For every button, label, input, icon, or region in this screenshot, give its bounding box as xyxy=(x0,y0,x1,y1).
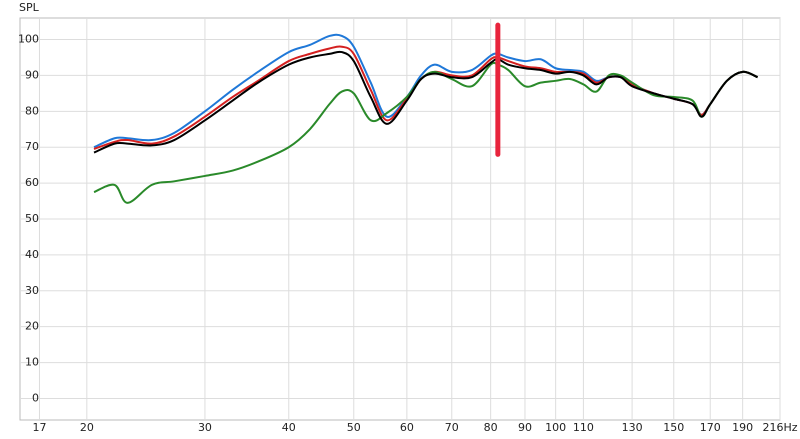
y-tick-label: 10 xyxy=(25,356,39,369)
y-tick-label: 100 xyxy=(18,33,39,46)
x-tick-label: 110 xyxy=(573,421,594,434)
x-tick-label: 30 xyxy=(198,421,212,434)
x-tick-label: 70 xyxy=(445,421,459,434)
x-tick-label: 130 xyxy=(622,421,643,434)
y-axis-label: SPL xyxy=(19,1,40,14)
x-tick-label: 190 xyxy=(732,421,753,434)
x-tick-label: 60 xyxy=(400,421,414,434)
x-tick-label: 20 xyxy=(80,421,94,434)
y-tick-label: 50 xyxy=(25,212,39,225)
y-tick-label: 40 xyxy=(25,248,39,261)
x-tick-label: 17 xyxy=(32,421,46,434)
x-tick-label: 40 xyxy=(282,421,296,434)
y-tick-label: 30 xyxy=(25,284,39,297)
x-tick-label: 216Hz xyxy=(762,421,797,434)
x-tick-label: 150 xyxy=(663,421,684,434)
y-tick-label: 0 xyxy=(32,391,39,404)
x-tick-label: 170 xyxy=(700,421,721,434)
x-tick-label: 100 xyxy=(545,421,566,434)
y-tick-label: 60 xyxy=(25,176,39,189)
x-tick-label: 50 xyxy=(347,421,361,434)
y-tick-label: 80 xyxy=(25,104,39,117)
y-tick-label: 20 xyxy=(25,320,39,333)
x-tick-label: 90 xyxy=(518,421,532,434)
y-tick-label: 70 xyxy=(25,140,39,153)
series-line xyxy=(93,50,758,154)
x-tick-label: 80 xyxy=(484,421,498,434)
y-tick-label: 90 xyxy=(25,68,39,81)
